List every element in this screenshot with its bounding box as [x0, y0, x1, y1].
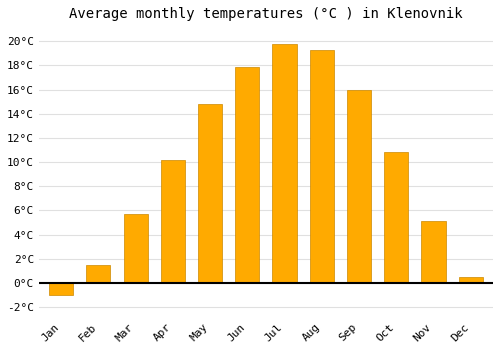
Bar: [310, 50, 334, 283]
Bar: [198, 104, 222, 283]
Bar: [86, 265, 110, 283]
Bar: [49, 283, 73, 295]
Bar: [160, 160, 185, 283]
Bar: [124, 214, 148, 283]
Bar: [422, 221, 446, 283]
Title: Average monthly temperatures (°C ) in Klenovnik: Average monthly temperatures (°C ) in Kl…: [69, 7, 462, 21]
Bar: [235, 66, 260, 283]
Bar: [384, 152, 408, 283]
Bar: [458, 277, 483, 283]
Bar: [347, 90, 371, 283]
Bar: [272, 43, 296, 283]
